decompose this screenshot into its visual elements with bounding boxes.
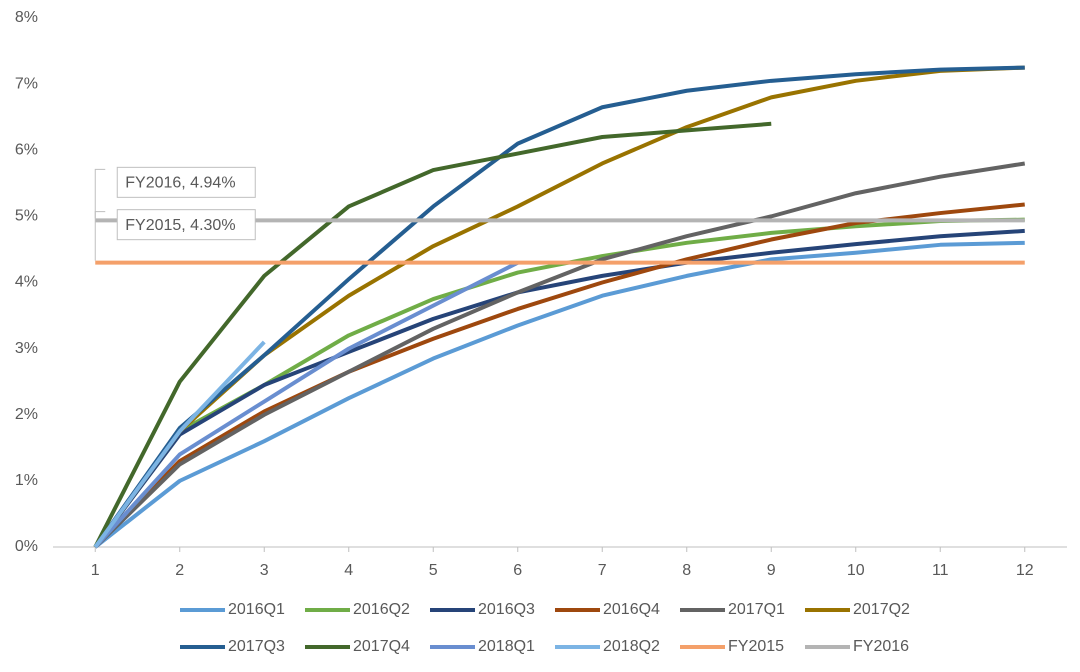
x-tick-label: 8: [682, 562, 691, 579]
y-tick-label: 4%: [15, 274, 38, 291]
y-tick-label: 5%: [15, 208, 38, 225]
x-tick-label: 11: [932, 562, 949, 579]
y-tick-label: 0%: [15, 538, 38, 555]
annotation: FY2016, 4.94%: [125, 175, 235, 192]
legend-label: FY2015: [728, 638, 784, 655]
x-tick-label: 4: [344, 562, 353, 579]
legend-label: 2017Q4: [353, 638, 410, 655]
series-line: [94, 240, 1025, 549]
legend-label: 2018Q1: [478, 638, 535, 655]
legend-label: FY2016: [853, 638, 909, 655]
annotation-box: [116, 166, 256, 198]
x-tick-label: 5: [429, 562, 438, 579]
series-line: [93, 260, 519, 549]
legend-label: 2016Q3: [478, 601, 535, 618]
legend-label: 2016Q1: [228, 601, 285, 618]
x-tick-label: 6: [513, 562, 522, 579]
x-tick-label: 1: [91, 562, 100, 579]
y-tick-label: 6%: [15, 141, 38, 158]
legend-label: 2016Q2: [353, 601, 410, 618]
series-line: [93, 340, 266, 549]
annotation: FY2015, 4.30%: [125, 217, 235, 234]
x-tick-label: 12: [1016, 562, 1034, 579]
series-line: [93, 121, 772, 548]
x-tick-label: 7: [598, 562, 607, 579]
series-line: [93, 65, 1025, 549]
x-tick-label: 10: [847, 562, 865, 579]
annotation-leader: [94, 211, 106, 261]
legend-label: 2017Q3: [228, 638, 285, 655]
y-tick-label: 3%: [15, 340, 38, 357]
annotation-box: [116, 209, 256, 241]
x-tick-label: 9: [767, 562, 776, 579]
y-tick-label: 8%: [15, 9, 38, 26]
legend-label: 2017Q2: [853, 601, 910, 618]
legend-label: 2016Q4: [603, 601, 660, 618]
x-tick-label: 2: [175, 562, 184, 579]
series-line: [93, 228, 1025, 549]
y-tick-label: 1%: [15, 472, 38, 489]
legend-label: 2018Q2: [603, 638, 660, 655]
y-tick-label: 7%: [15, 75, 38, 92]
y-tick-label: 2%: [15, 406, 38, 423]
annotation-leader: [94, 168, 106, 219]
legend-label: 2017Q1: [728, 601, 785, 618]
series-line: [93, 65, 1025, 549]
x-tick-label: 3: [260, 562, 269, 579]
series-line: [93, 161, 1026, 549]
